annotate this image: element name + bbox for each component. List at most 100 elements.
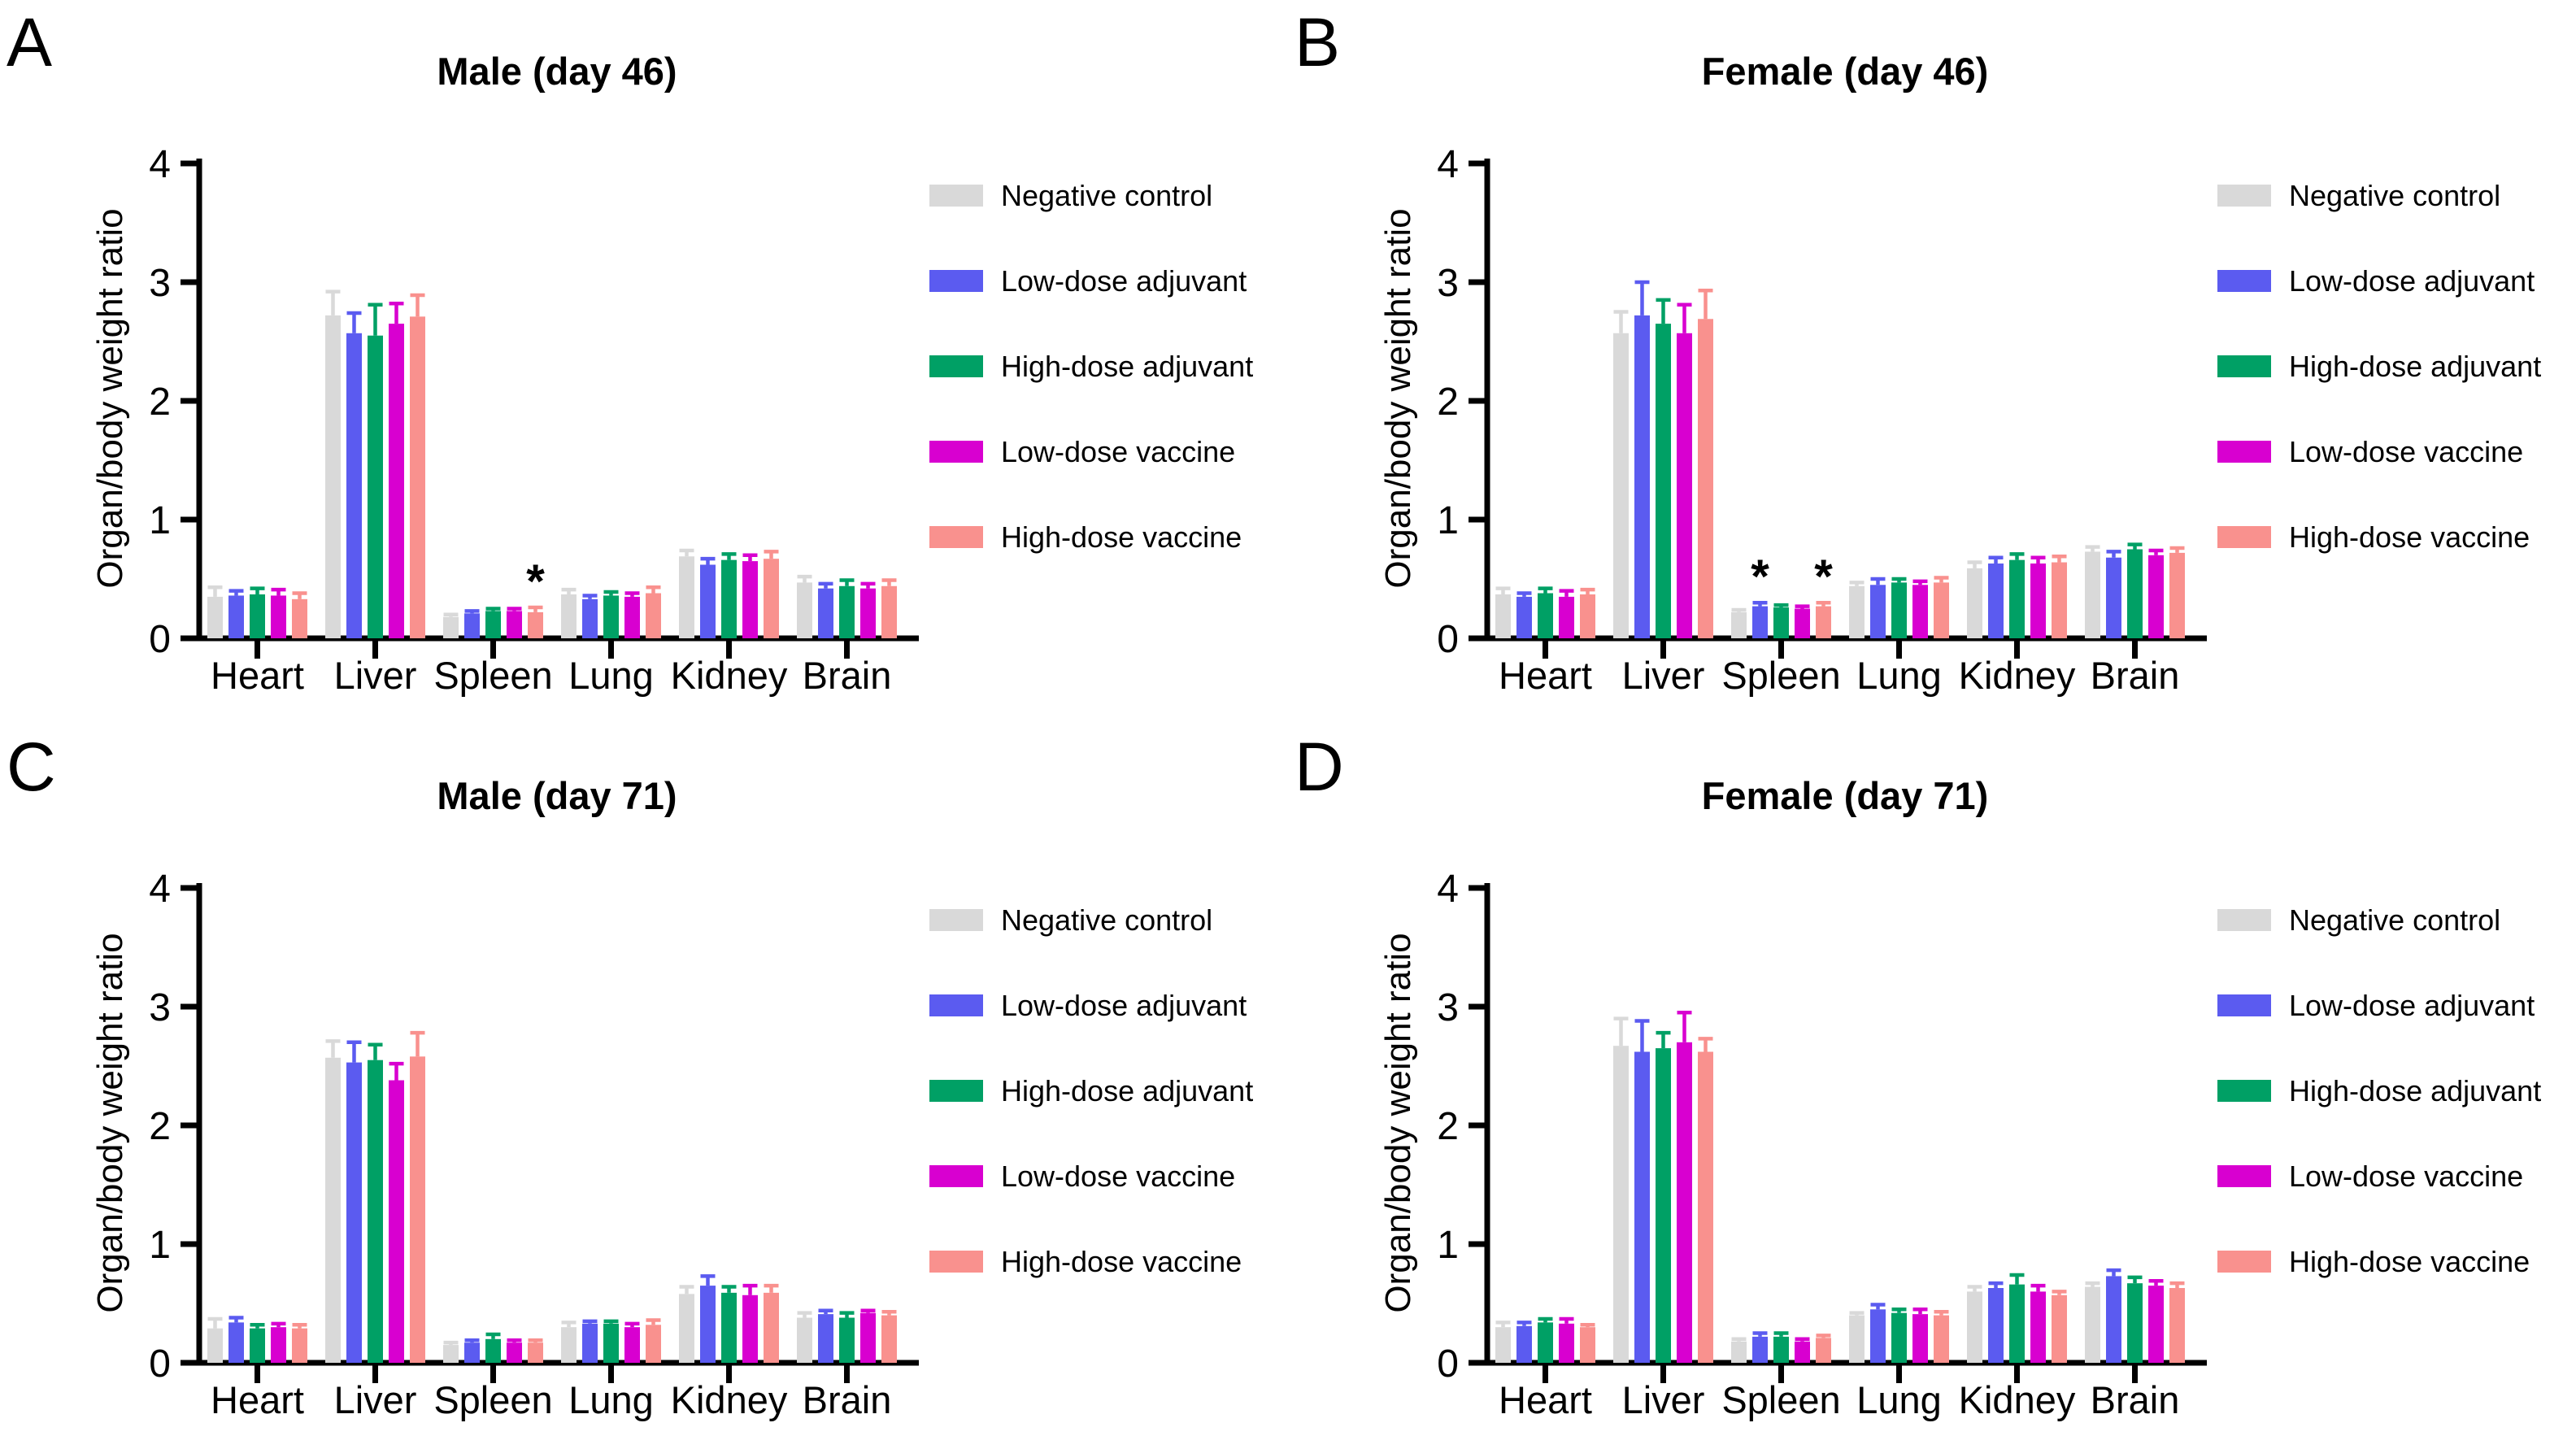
legend-item: Negative control — [929, 903, 1212, 937]
legend-label: High-dose adjuvant — [2289, 349, 2542, 383]
legend: Negative control Low-dose adjuvant High-do… — [2217, 724, 2576, 1449]
x-category-label: Brain — [2091, 1378, 2180, 1421]
legend-swatch — [2217, 526, 2271, 548]
legend-swatch — [2217, 1080, 2271, 1102]
bar — [2085, 551, 2100, 638]
legend-item: High-dose adjuvant — [929, 1074, 1253, 1107]
bar — [2030, 1291, 2046, 1363]
bar — [1698, 319, 1713, 638]
legend-label: High-dose adjuvant — [1001, 1073, 1254, 1107]
bar — [1559, 1323, 1574, 1363]
bar — [271, 1327, 286, 1363]
bar — [1677, 1042, 1692, 1363]
bar — [2052, 1295, 2067, 1363]
bar — [797, 1317, 812, 1363]
bar — [228, 595, 244, 638]
legend-swatch — [929, 994, 983, 1016]
bar — [2106, 1276, 2121, 1363]
bar — [1580, 594, 1595, 638]
legend-item: Low-dose adjuvant — [929, 264, 1247, 298]
bar — [464, 613, 480, 638]
bar — [1677, 333, 1692, 638]
y-tick-label: 2 — [1437, 1105, 1459, 1148]
x-category-label: Brain — [803, 654, 892, 697]
legend-label: Low-dose adjuvant — [2289, 263, 2535, 298]
legend-label: Low-dose adjuvant — [2289, 988, 2535, 1022]
bar — [1912, 1314, 1928, 1363]
bar — [1656, 324, 1671, 638]
bar — [1934, 582, 1949, 638]
panel-title-male-day-46: Male (day 46) — [437, 50, 677, 93]
bar — [679, 556, 694, 638]
legend-swatch — [929, 441, 983, 463]
x-category-label: Kidney — [1959, 654, 2076, 697]
panel-title-female-day-46: Female (day 46) — [1701, 50, 1989, 93]
y-tick-label: 4 — [1437, 868, 1459, 911]
x-category-label: Lung — [568, 654, 654, 697]
bar — [368, 1060, 383, 1363]
legend-swatch — [2217, 441, 2271, 463]
x-category-label: Spleen — [433, 1378, 552, 1421]
x-category-label: Kidney — [671, 654, 788, 697]
x-category-label: Spleen — [1721, 1378, 1840, 1421]
bar — [1849, 1315, 1865, 1363]
x-category-label: Heart — [211, 654, 304, 697]
bar — [2127, 1283, 2143, 1363]
bar — [368, 335, 383, 638]
legend-item: High-dose vaccine — [2217, 1245, 2530, 1278]
y-tick-label: 4 — [149, 143, 171, 186]
legend-swatch — [2217, 1165, 2271, 1187]
legend-label: High-dose adjuvant — [1001, 349, 1254, 383]
panel-title-male-day-71: Male (day 71) — [437, 774, 677, 817]
x-category-label: Brain — [2091, 654, 2180, 697]
bar — [1988, 564, 2004, 638]
legend-item: Negative control — [2217, 179, 2500, 212]
x-category-label: Heart — [211, 1378, 304, 1421]
x-category-label: Lung — [568, 1378, 654, 1421]
panel-letter-a: A — [7, 4, 53, 80]
legend-swatch — [929, 355, 983, 377]
legend-swatch — [2217, 909, 2271, 931]
legend-swatch — [2217, 185, 2271, 207]
y-axis-title: Organ/body weight ratio — [1378, 933, 1418, 1312]
legend-item: Negative control — [2217, 903, 2500, 937]
bar — [2052, 562, 2067, 638]
bar — [1580, 1327, 1595, 1363]
bar — [1538, 1322, 1553, 1363]
legend-item: High-dose vaccine — [929, 520, 1242, 554]
bar — [700, 1286, 716, 1363]
legend-swatch — [929, 270, 983, 292]
legend-item: Low-dose adjuvant — [929, 989, 1247, 1022]
bar — [464, 1342, 480, 1363]
bar — [764, 559, 779, 638]
legend-item: High-dose adjuvant — [2217, 350, 2541, 383]
legend-swatch — [929, 909, 983, 931]
y-tick-label: 0 — [149, 1342, 171, 1386]
bar — [346, 1062, 362, 1363]
bar — [603, 1323, 619, 1363]
x-category-label: Lung — [1856, 654, 1942, 697]
legend-item: Low-dose vaccine — [2217, 1160, 2523, 1193]
x-category-label: Liver — [334, 1378, 417, 1421]
bar — [1731, 611, 1747, 638]
legend-label: Low-dose adjuvant — [1001, 988, 1247, 1022]
bar — [1495, 1327, 1511, 1363]
bar — [346, 333, 362, 638]
bar — [2169, 1288, 2185, 1363]
legend-swatch — [2217, 1251, 2271, 1273]
legend-item: High-dose adjuvant — [2217, 1074, 2541, 1107]
legend-label: High-dose vaccine — [2289, 1244, 2530, 1278]
panel-c: C Male (day 71) 0 1 2 3 4 Organ/body weight r… — [0, 724, 1288, 1449]
bar-chart-male-day-71: 0 1 2 3 4 Organ/body weight ratio Heart Liver Sp… — [90, 868, 919, 1421]
bar — [721, 559, 737, 638]
bar — [561, 1327, 577, 1363]
bar — [507, 1342, 522, 1363]
legend-swatch — [929, 526, 983, 548]
significance-asterisk: * — [1751, 550, 1769, 603]
y-tick-label: 2 — [149, 1105, 171, 1148]
bar — [228, 1322, 244, 1363]
bar — [1795, 608, 1810, 638]
legend-swatch — [929, 185, 983, 207]
bar — [528, 1342, 543, 1363]
significance-asterisk: * — [1814, 550, 1833, 603]
